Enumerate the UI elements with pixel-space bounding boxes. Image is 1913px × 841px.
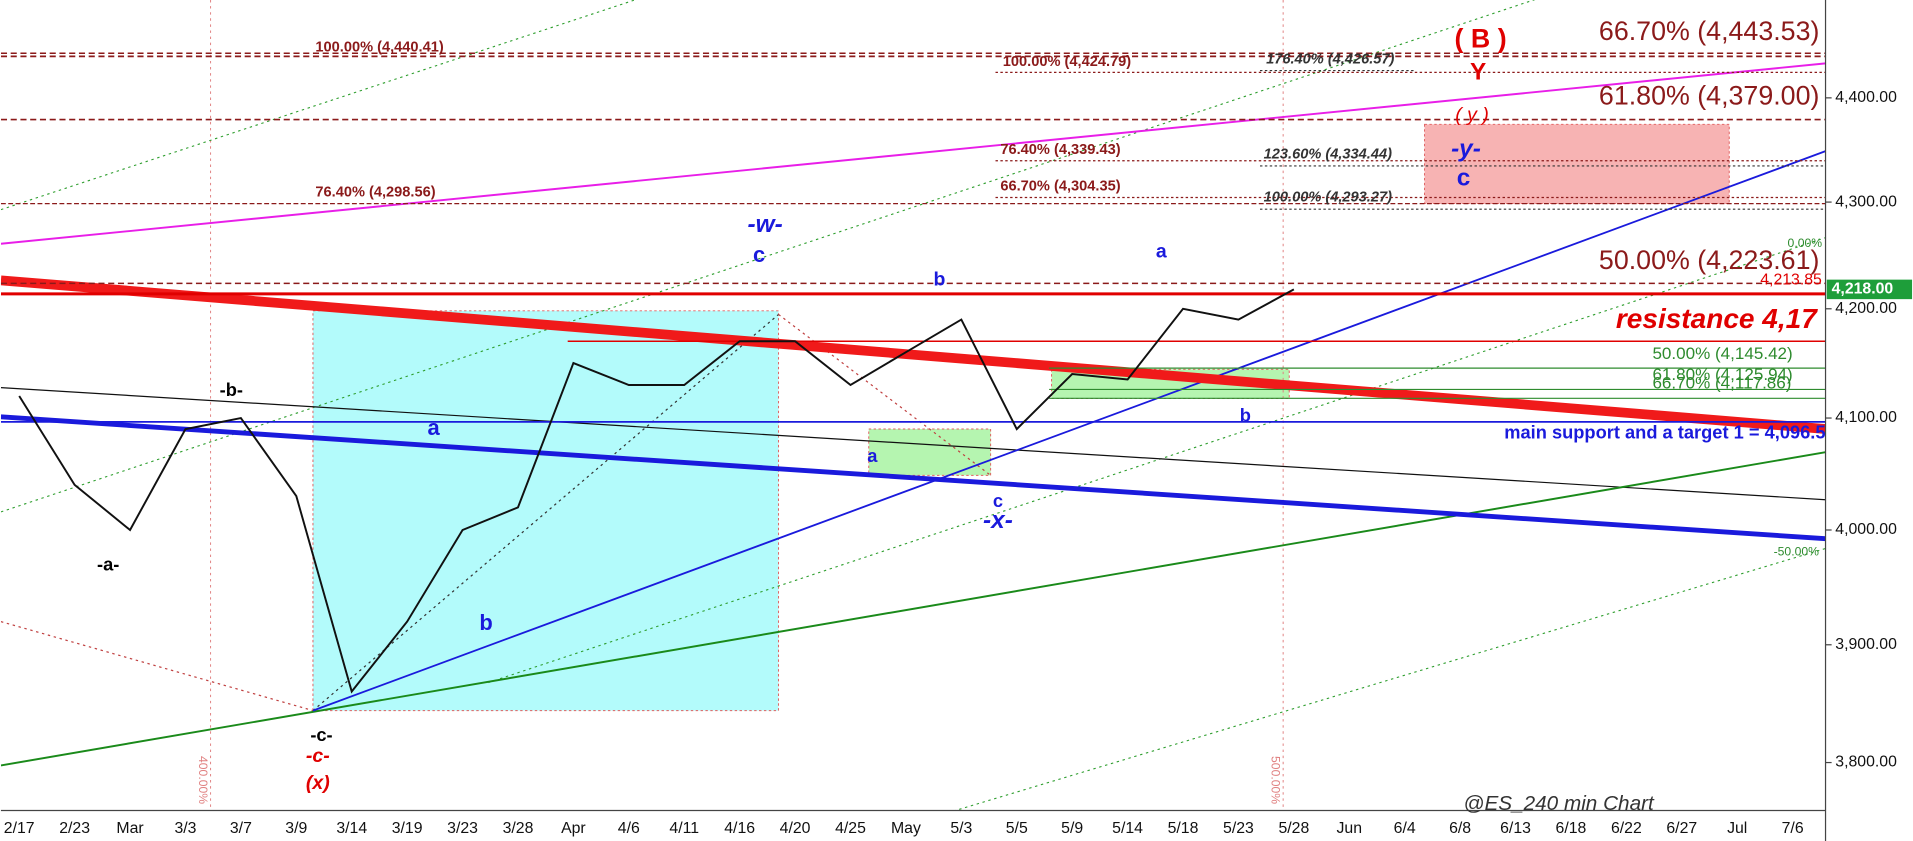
wave-label: c bbox=[753, 242, 765, 267]
x-tick-label: 3/28 bbox=[503, 820, 534, 837]
x-tick-label: 6/22 bbox=[1611, 820, 1642, 837]
level-label: resistance 4,17 bbox=[1616, 303, 1818, 334]
x-tick-label: 4/16 bbox=[724, 820, 755, 837]
wave-label: -y- bbox=[1451, 135, 1481, 162]
wave-label: c bbox=[1457, 165, 1471, 192]
support-box bbox=[868, 428, 992, 476]
trend-line bbox=[312, 150, 1826, 712]
level-label: 50.00% (4,145.42) bbox=[1652, 344, 1792, 363]
wave-label: 500.00% bbox=[1268, 756, 1282, 804]
wave-label: c bbox=[993, 490, 1003, 511]
wave-label: ( y ) bbox=[1455, 104, 1489, 126]
level-label: 66.70% (4,443.53) bbox=[1599, 16, 1820, 46]
x-tick-label: 5/28 bbox=[1278, 820, 1309, 837]
x-tick-label: 3/3 bbox=[174, 820, 196, 837]
trend-line bbox=[0, 386, 1826, 501]
x-tick-label: 4/6 bbox=[618, 820, 640, 837]
level-label: 176.40% (4,426.57) bbox=[1266, 52, 1394, 68]
y-tick-label: 4,300.00 bbox=[1835, 193, 1897, 210]
plot-area: 100.00% (4,440.41) 66.70% (4,443.53) 61.80… bbox=[0, 0, 1826, 811]
level-label: 66.70% (4,304.35) bbox=[1000, 178, 1120, 194]
wave-label: -c- bbox=[306, 745, 330, 767]
wave-label: -b- bbox=[220, 379, 243, 400]
wave-label: 400.00% bbox=[196, 756, 210, 804]
y-tick-label: 4,100.00 bbox=[1835, 409, 1897, 426]
x-tick-label: 4/25 bbox=[835, 820, 866, 837]
level-label: 50.00% (4,223.61) bbox=[1599, 245, 1820, 275]
x-tick-label: Jun bbox=[1337, 820, 1363, 837]
x-tick-label: 7/6 bbox=[1782, 820, 1804, 837]
x-tick-label: 5/3 bbox=[950, 820, 972, 837]
level-label: 100.00% (4,293.27) bbox=[1264, 189, 1392, 205]
y-tick-label: 4,200.00 bbox=[1835, 300, 1897, 317]
wave-label: -x- bbox=[983, 507, 1013, 534]
x-tick-label: 6/13 bbox=[1500, 820, 1531, 837]
x-tick-label: 4/20 bbox=[780, 820, 811, 837]
x-tick-label: Apr bbox=[561, 820, 586, 837]
wave-label: b bbox=[479, 610, 492, 635]
wave-label: a bbox=[428, 415, 441, 440]
y-tick-label: 3,800.00 bbox=[1835, 754, 1897, 771]
x-tick-label: 3/7 bbox=[230, 820, 252, 837]
channel-lines bbox=[0, 0, 1826, 811]
x-tick-label: 3/19 bbox=[392, 820, 423, 837]
wave-label: a bbox=[867, 445, 878, 466]
wave-label: 0.00% bbox=[1788, 236, 1823, 250]
x-tick-label: Mar bbox=[116, 820, 144, 837]
x-tick-label: 3/14 bbox=[336, 820, 367, 837]
last-price-tag bbox=[1826, 279, 1913, 300]
level-label: 123.60% (4,334.44) bbox=[1264, 147, 1392, 163]
wave-label: Y bbox=[1470, 59, 1486, 86]
x-tick-label: 3/23 bbox=[447, 820, 478, 837]
x-tick-label: 5/9 bbox=[1061, 820, 1083, 837]
x-tick-label: 3/9 bbox=[285, 820, 307, 837]
level-label: 61.80% (4,125.94) bbox=[1652, 365, 1792, 384]
x-tick-label: 5/14 bbox=[1112, 820, 1143, 837]
wave-label: -w- bbox=[748, 211, 783, 238]
trend-line bbox=[0, 621, 314, 712]
wave-label: (x) bbox=[306, 772, 330, 794]
level-label: 76.40% (4,298.56) bbox=[315, 184, 435, 200]
x-tick-label: 6/4 bbox=[1394, 820, 1416, 837]
target-box bbox=[1424, 123, 1730, 205]
x-tick-label: May bbox=[891, 820, 921, 837]
trend-line bbox=[312, 313, 779, 712]
level-label: main support and a target 1 = 4,096.5 bbox=[1504, 422, 1825, 443]
trend-line bbox=[0, 451, 1826, 767]
y-tick-label: 4,400.00 bbox=[1835, 89, 1897, 106]
x-tick-label: 4/11 bbox=[669, 820, 699, 837]
level-label: 66.70% (4,117.86) bbox=[1652, 373, 1791, 392]
x-tick-label: 6/27 bbox=[1666, 820, 1697, 837]
wave-label: ( B ) bbox=[1455, 23, 1507, 53]
wave-label: -c- bbox=[310, 724, 332, 745]
x-tick-label: 6/18 bbox=[1556, 820, 1587, 837]
x-tick-label: 2/17 bbox=[4, 820, 35, 837]
y-tick-label: 3,900.00 bbox=[1835, 636, 1897, 653]
x-tick-label: 6/8 bbox=[1449, 820, 1471, 837]
x-tick-label: 5/23 bbox=[1223, 820, 1254, 837]
chart-title: @ES_240 min Chart bbox=[1463, 792, 1655, 815]
x-tick-label: 5/18 bbox=[1168, 820, 1199, 837]
x-tick-label: Jul bbox=[1727, 820, 1747, 837]
x-tick-label: 5/5 bbox=[1006, 820, 1028, 837]
wave-label: -a- bbox=[97, 553, 119, 574]
level-label: 4,213.85 bbox=[1760, 272, 1822, 289]
y-tick-label: 4,000.00 bbox=[1835, 521, 1897, 538]
level-label: 100.00% (4,440.41) bbox=[315, 39, 443, 55]
level-label: 76.40% (4,339.43) bbox=[1000, 142, 1120, 158]
x-tick-label: 2/23 bbox=[59, 820, 90, 837]
trend-line bbox=[0, 275, 1826, 434]
level-label: 61.80% (4,379.00) bbox=[1599, 81, 1820, 111]
price-line bbox=[18, 288, 1295, 694]
wave-label: -50.00% bbox=[1774, 544, 1820, 558]
last-price-label: 4,218.00 bbox=[1832, 281, 1894, 298]
trend-line bbox=[0, 414, 1826, 542]
wave-label: b bbox=[933, 268, 945, 290]
wave-label: b bbox=[1240, 405, 1251, 426]
level-label: 100.00% (4,424.79) bbox=[1003, 54, 1131, 70]
wave-label: a bbox=[1156, 240, 1167, 262]
trend-line bbox=[0, 62, 1826, 245]
